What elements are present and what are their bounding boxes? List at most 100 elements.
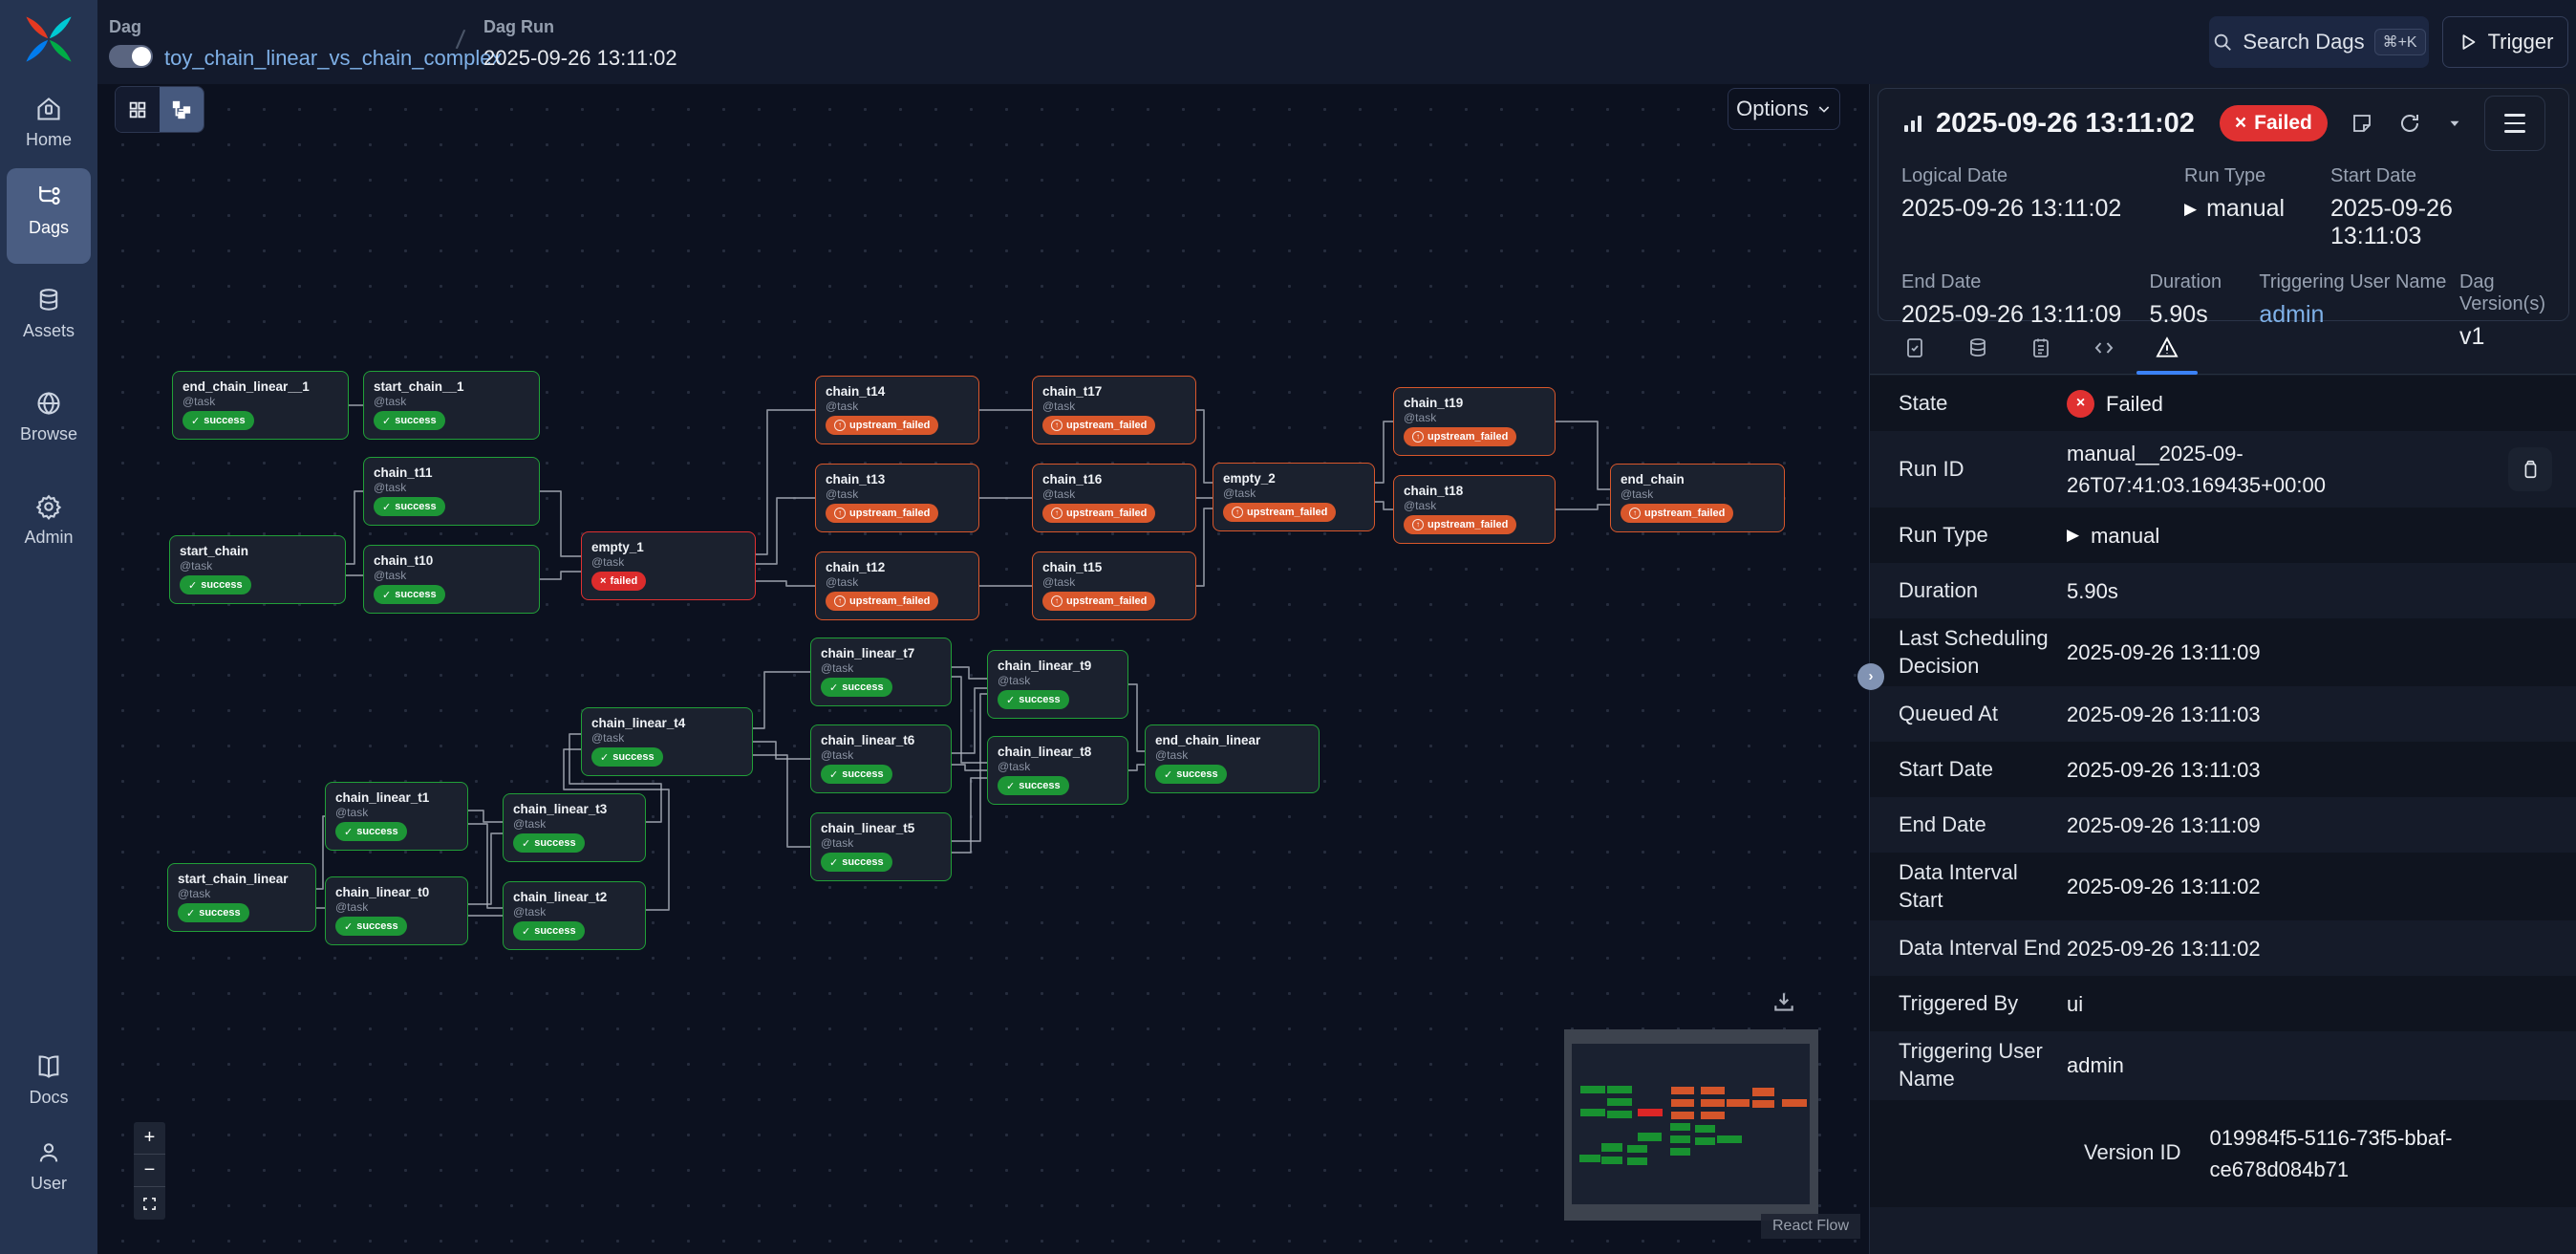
dag-edge — [952, 676, 987, 764]
task-node-title: chain_linear_t9 — [998, 659, 1092, 673]
task-node-start_chain[interactable]: start_chain @task ✓ success — [169, 535, 346, 604]
dag-edge — [569, 733, 662, 823]
task-node-chain_t11[interactable]: chain_t11 @task ✓ success — [363, 457, 540, 526]
triggering-user-link[interactable]: admin — [2259, 301, 2325, 328]
sidebar-item-dags[interactable]: Dags — [0, 182, 97, 238]
task-node-end_chain[interactable]: end_chain @task ↑ upstream_failed — [1610, 464, 1785, 532]
task-node-end_chain_linear[interactable]: end_chain_linear @task ✓ success — [1145, 724, 1320, 793]
task-node-chain_linear_t6[interactable]: chain_linear_t6 @task ✓ success — [810, 724, 952, 793]
task-node-chain_linear_t4[interactable]: chain_linear_t4 @task ✓ success — [581, 707, 753, 776]
minimap-viewport — [1572, 1044, 1810, 1204]
task-instances-icon — [1907, 337, 1922, 357]
zoom-out-button[interactable]: − — [134, 1155, 165, 1187]
tab-task-instances[interactable] — [1897, 329, 1933, 367]
task-state-pill: ✓ success — [180, 575, 251, 595]
task-node-title: chain_linear_t2 — [513, 890, 608, 904]
sidebar: Home Dags Assets Browse Admin Docs — [0, 0, 97, 1254]
react-flow-attribution: React Flow — [1761, 1214, 1860, 1239]
minimap-node — [1751, 1100, 1775, 1109]
task-state-pill: ↑ upstream_failed — [1404, 427, 1517, 446]
dag-breadcrumb-label: Dag — [109, 17, 142, 36]
play-icon — [2462, 34, 2475, 50]
search-icon — [2215, 33, 2232, 51]
sidebar-item-home[interactable]: Home — [0, 96, 97, 150]
tab-details[interactable] — [2149, 329, 2185, 367]
task-node-empty_1[interactable]: empty_1 @task × failed — [581, 531, 756, 600]
grid-view-button[interactable] — [116, 87, 160, 132]
task-node-chain_t10[interactable]: chain_t10 @task ✓ success — [363, 545, 540, 614]
task-node-chain_linear_t9[interactable]: chain_linear_t9 @task ✓ success — [987, 650, 1128, 719]
graph-canvas[interactable]: end_chain_linear__1 @task ✓ success start_ch… — [97, 84, 1869, 1254]
task-node-chain_linear_t2[interactable]: chain_linear_t2 @task ✓ success — [503, 881, 646, 950]
task-node-start_chain_linear[interactable]: start_chain_linear @task ✓ success — [167, 863, 316, 932]
sidebar-item-user[interactable]: User — [0, 1139, 97, 1194]
download-image-button[interactable] — [1771, 988, 1800, 1017]
task-node-chain_t17[interactable]: chain_t17 @task ↑ upstream_failed — [1032, 376, 1196, 444]
note-button[interactable] — [2347, 108, 2377, 139]
sidebar-item-docs[interactable]: Docs — [0, 1053, 97, 1108]
minimap-node — [1669, 1147, 1690, 1157]
task-node-empty_2[interactable]: empty_2 @task ↑ upstream_failed — [1213, 463, 1375, 531]
minimap[interactable] — [1564, 1029, 1818, 1221]
dag-pause-toggle[interactable] — [109, 45, 153, 68]
options-button[interactable]: Options — [1728, 88, 1840, 130]
detail-row-start-date: Start Date 2025-09-26 13:11:03 — [1870, 742, 2576, 798]
task-node-chain_t15[interactable]: chain_t15 @task ↑ upstream_failed — [1032, 551, 1196, 620]
minimap-node — [1701, 1111, 1725, 1119]
sidebar-item-browse[interactable]: Browse — [0, 390, 97, 444]
minimap-node — [1670, 1111, 1694, 1119]
top-header: Dag toy_chain_linear_vs_chain_complex / … — [97, 0, 2576, 84]
search-dags-button[interactable]: Search Dags ⌘+K — [2209, 16, 2429, 68]
task-node-chain_t16[interactable]: chain_t16 @task ↑ upstream_failed — [1032, 464, 1196, 532]
task-node-chain_t13[interactable]: chain_t13 @task ↑ upstream_failed — [815, 464, 979, 532]
panel-collapse-button[interactable]: › — [1857, 663, 1884, 690]
task-node-chain_t14[interactable]: chain_t14 @task ↑ upstream_failed — [815, 376, 979, 444]
tab-audit-log[interactable] — [2023, 329, 2059, 367]
task-state-pill: ✓ success — [182, 411, 254, 430]
sidebar-item-assets[interactable]: Assets — [0, 287, 97, 341]
task-node-chain_linear_t5[interactable]: chain_linear_t5 @task ✓ success — [810, 812, 952, 881]
code-icon — [2094, 341, 2114, 354]
task-node-chain_linear_t1[interactable]: chain_linear_t1 @task ✓ success — [325, 782, 468, 851]
task-state-pill: ✓ success — [821, 678, 892, 697]
zoom-in-button[interactable]: + — [134, 1122, 165, 1155]
detail-value: × Failed — [2067, 388, 2163, 420]
detail-label: Start Date — [1899, 756, 1994, 781]
panel-menu-button[interactable] — [2484, 96, 2545, 151]
graph-view-button[interactable] — [160, 87, 204, 132]
airflow-logo-icon[interactable] — [21, 11, 76, 67]
task-node-type: @task — [821, 836, 854, 850]
dag-edges — [316, 404, 1610, 917]
dag-edge — [952, 777, 987, 854]
search-shortcut-kbd: ⌘+K — [2373, 29, 2426, 55]
task-node-end_chain_linear__1[interactable]: end_chain_linear__1 @task ✓ success — [172, 371, 349, 440]
detail-row-run-type: Run Type ▶ manual — [1870, 508, 2576, 563]
dag-edge — [753, 754, 810, 848]
minimap-node — [1694, 1136, 1715, 1145]
task-node-chain_t19[interactable]: chain_t19 @task ↑ upstream_failed — [1393, 387, 1556, 456]
fit-view-button[interactable] — [134, 1187, 165, 1220]
tab-asset-events[interactable] — [1960, 329, 1996, 367]
refresh-icon — [2401, 115, 2418, 132]
task-node-title: end_chain_linear — [1155, 733, 1261, 747]
dag-edge — [753, 671, 810, 729]
task-node-title: chain_linear_t3 — [513, 802, 608, 816]
copy-run-id-button[interactable] — [2508, 447, 2552, 491]
trigger-button[interactable]: Trigger — [2442, 16, 2568, 68]
task-node-chain_t12[interactable]: chain_t12 @task ↑ upstream_failed — [815, 551, 979, 620]
task-node-chain_linear_t7[interactable]: chain_linear_t7 @task ✓ success — [810, 638, 952, 706]
task-node-chain_linear_t0[interactable]: chain_linear_t0 @task ✓ success — [325, 876, 468, 945]
sidebar-active-highlight — [7, 168, 91, 264]
task-node-chain_linear_t8[interactable]: chain_linear_t8 @task ✓ success — [987, 736, 1128, 805]
task-node-start_chain__1[interactable]: start_chain__1 @task ✓ success — [363, 371, 540, 440]
tab-code[interactable] — [2086, 329, 2122, 367]
dag-edge — [316, 815, 325, 890]
refresh-button[interactable] — [2394, 108, 2425, 139]
sidebar-item-admin[interactable]: Admin — [0, 493, 97, 548]
task-node-chain_linear_t3[interactable]: chain_linear_t3 @task ✓ success — [503, 793, 646, 862]
minimap-node — [1601, 1143, 1622, 1152]
dag-name-link[interactable]: toy_chain_linear_vs_chain_complex — [164, 46, 503, 70]
minimap-node — [1607, 1086, 1633, 1094]
actions-dropdown-button[interactable] — [2442, 111, 2467, 136]
task-node-chain_t18[interactable]: chain_t18 @task ↑ upstream_failed — [1393, 475, 1556, 544]
